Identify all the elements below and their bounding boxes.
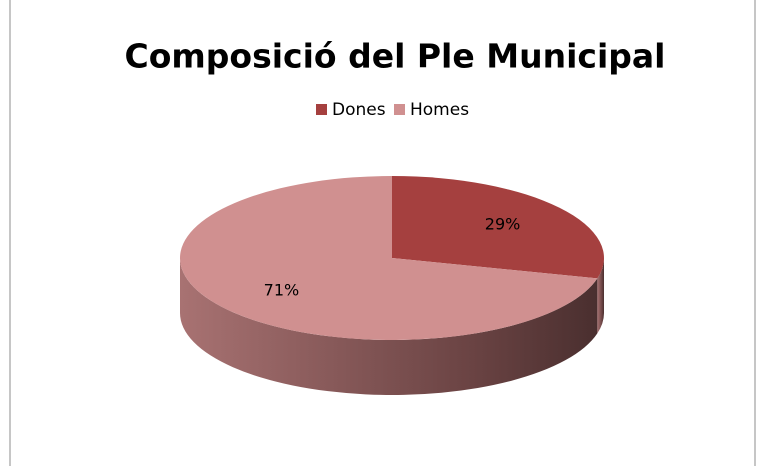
legend-label: Dones [332,100,386,120]
slice-side [597,258,604,334]
slice [392,175,605,279]
slice-side [180,258,598,396]
legend-swatch [316,104,327,115]
slice [180,176,598,341]
legend-label: Homes [410,100,469,120]
chart-title: Composició del Ple Municipal [125,37,666,76]
legend-swatch [394,104,405,115]
data-label: 29% [485,214,521,233]
data-label: 71% [264,281,300,300]
